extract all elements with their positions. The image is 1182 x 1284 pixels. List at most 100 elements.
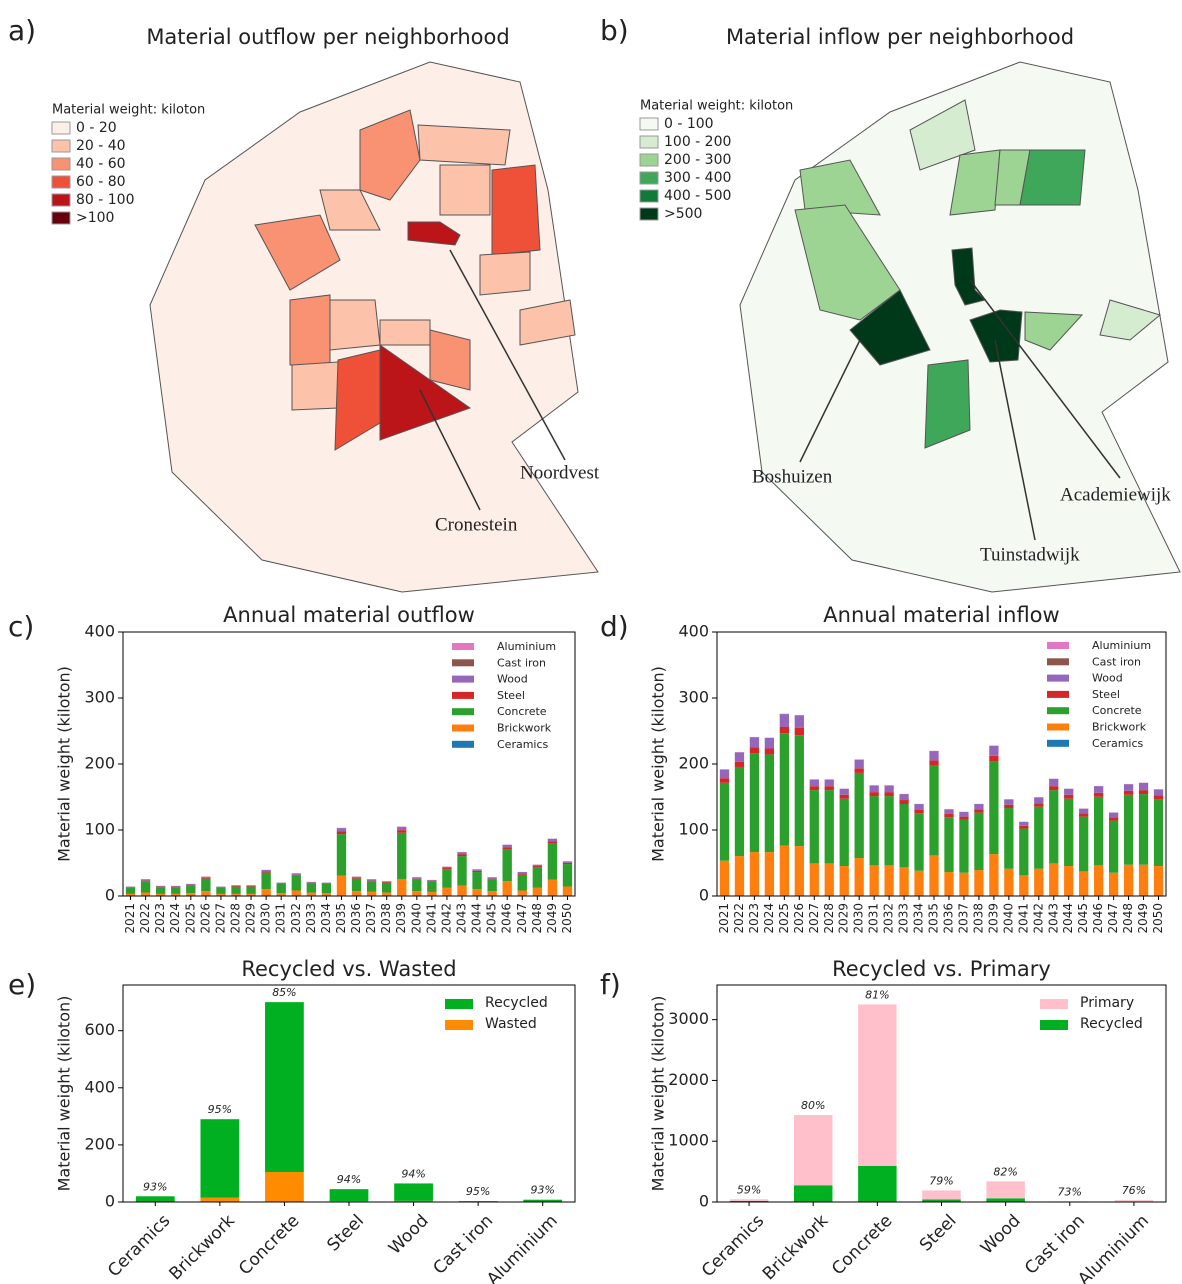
bar-segment — [854, 759, 864, 769]
x-tick-label: Steel — [916, 1211, 961, 1256]
legend-swatch — [445, 999, 473, 1009]
bar-segment — [1004, 808, 1014, 869]
bar-segment — [839, 794, 849, 799]
bar-segment — [171, 893, 181, 896]
map-region — [479, 251, 531, 296]
x-tick-label: Brickwork — [759, 1211, 832, 1284]
x-tick-label: Ceramics — [104, 1211, 174, 1281]
legend-label: 80 - 100 — [76, 192, 135, 208]
bar-segment — [914, 810, 924, 814]
map-region — [289, 294, 331, 366]
bar-segment — [1153, 795, 1164, 800]
x-tick-label: 2029 — [244, 903, 258, 934]
bar-segment — [944, 872, 954, 896]
y-tick-label: 3000 — [668, 1009, 709, 1028]
legend-label: Recycled — [485, 995, 548, 1011]
bar-segment — [1004, 804, 1014, 809]
bar-segment — [884, 865, 894, 896]
panel-label: d) — [600, 610, 629, 643]
bar-segment — [869, 865, 879, 896]
bar-segment — [412, 891, 422, 896]
value-label: 93% — [530, 1184, 554, 1197]
bar-segment — [869, 796, 879, 866]
bar-segment — [869, 792, 879, 797]
bar-segment — [532, 864, 543, 867]
bar-segment — [1094, 865, 1104, 896]
bar-segment — [412, 879, 422, 892]
bar-segment — [884, 785, 894, 793]
x-tick-label: 2021 — [717, 903, 731, 934]
bar-segment — [125, 886, 136, 888]
bar-segment — [729, 1199, 769, 1201]
y-tick-label: 1000 — [668, 1131, 709, 1150]
legend-swatch — [51, 175, 71, 189]
chart-title: Recycled vs. Primary — [832, 957, 1051, 981]
legend-label: Brickwork — [1092, 721, 1147, 734]
x-tick-label: Aluminium — [1074, 1211, 1153, 1284]
bar-segment — [839, 788, 849, 795]
bar-segment — [793, 1185, 833, 1202]
legend-label: Wood — [497, 673, 528, 686]
legend-label: Concrete — [1092, 704, 1142, 717]
legend-swatch — [51, 211, 71, 225]
bar-segment — [1094, 786, 1104, 793]
bar-segment — [1064, 798, 1074, 867]
annotation-arrow — [419, 389, 481, 511]
bar-segment — [1123, 784, 1134, 791]
bar-segment — [336, 875, 347, 896]
legend-swatch — [639, 135, 659, 149]
legend-swatch — [51, 139, 71, 153]
legend-label: 200 - 300 — [664, 152, 731, 168]
bar-segment — [200, 1119, 240, 1198]
bar-segment — [276, 882, 286, 884]
legend-swatch — [1040, 999, 1068, 1009]
bar-segment — [1064, 866, 1074, 896]
x-tick-label: 2039 — [394, 903, 408, 934]
y-tick-label: 0 — [699, 886, 709, 905]
bar-segment — [944, 809, 954, 814]
y-tick-label: 100 — [84, 820, 115, 839]
bar-segment — [502, 849, 512, 882]
bar-segment — [502, 844, 512, 848]
bar-segment — [135, 1196, 175, 1202]
bar-segment — [764, 737, 775, 749]
bar-segment — [442, 887, 452, 896]
bar-segment — [547, 841, 558, 844]
map-region — [969, 309, 1023, 363]
bar-segment — [261, 869, 271, 872]
bar-segment — [186, 893, 196, 896]
x-tick-label: 2045 — [485, 903, 499, 934]
bar-segment — [457, 854, 467, 857]
bar-segment — [809, 863, 819, 896]
legend-label: Wasted — [485, 1016, 537, 1032]
bar-segment — [261, 871, 271, 873]
bar-segment — [989, 755, 999, 762]
legend-swatch — [452, 708, 474, 716]
annotation-arrow — [969, 279, 1121, 479]
x-tick-label: 2049 — [1136, 903, 1150, 934]
bar-segment — [719, 860, 730, 896]
x-tick-label: Brickwork — [166, 1211, 239, 1284]
bar-segment — [276, 883, 286, 894]
bar-segment — [1123, 864, 1134, 896]
bar-segment — [397, 826, 407, 831]
x-tick-label: 2031 — [867, 903, 881, 934]
x-tick-label: 2031 — [274, 903, 288, 934]
bar-segment — [749, 747, 760, 754]
bar-segment — [719, 769, 730, 779]
bar-segment — [155, 886, 166, 888]
map-region — [799, 159, 881, 216]
bar-segment — [231, 886, 241, 894]
legend-label: 0 - 100 — [664, 116, 714, 132]
bar-segment — [336, 828, 347, 832]
x-tick-label: 2034 — [319, 903, 333, 934]
x-tick-label: 2024 — [762, 903, 776, 934]
bar-segment — [306, 882, 317, 883]
legend-label: Recycled — [1080, 1016, 1143, 1032]
x-tick-label: 2032 — [882, 903, 896, 934]
y-tick-label: 400 — [84, 622, 115, 641]
value-label: 94% — [337, 1173, 361, 1186]
annotation: Cronestein — [435, 514, 518, 535]
x-tick-label: 2027 — [213, 903, 227, 934]
